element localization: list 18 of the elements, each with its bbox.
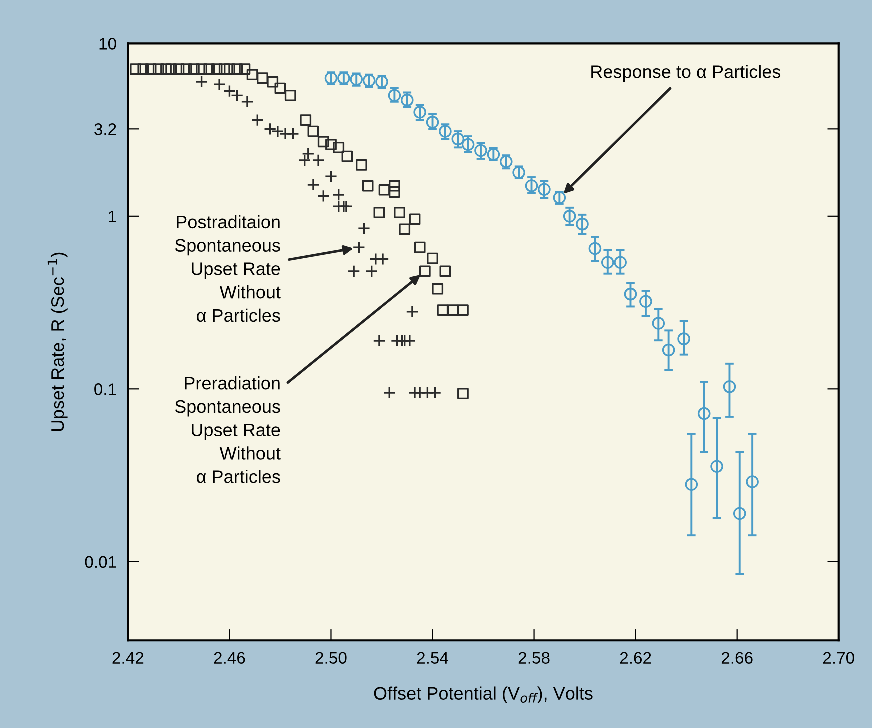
x-tick-label: 2.50: [316, 652, 347, 664]
x-tick-label: 2.62: [620, 652, 652, 664]
annotation: Postraditaion Spontaneous Upset Rate Without α Particles: [175, 215, 281, 322]
x-tick-label: 2.46: [214, 652, 246, 664]
y-tick-label: 10: [100, 38, 116, 50]
annotation: Response to α Particles: [592, 65, 781, 82]
y-tick-label: 0.1: [94, 384, 116, 396]
x-tick-label: 2.42: [112, 652, 144, 664]
x-axis-title: Offset Potential (V$_{off}$), Volts: [374, 686, 593, 704]
x-tick-label: 2.66: [722, 652, 753, 664]
y-tick-label: 0.01: [85, 556, 116, 568]
x-tick-label: 2.70: [823, 652, 854, 664]
y-tick-label: 3.2: [94, 124, 116, 136]
x-tick-label: 2.58: [518, 652, 550, 664]
x-tick-label: 2.54: [417, 652, 448, 664]
y-tick-label: 1: [109, 210, 116, 222]
y-axis-title: Upset Rate, R (Sec$^{−1}$): [48, 252, 68, 432]
annotation: Preradiation Spontaneous Upset Rate Without α Particles: [175, 376, 281, 484]
